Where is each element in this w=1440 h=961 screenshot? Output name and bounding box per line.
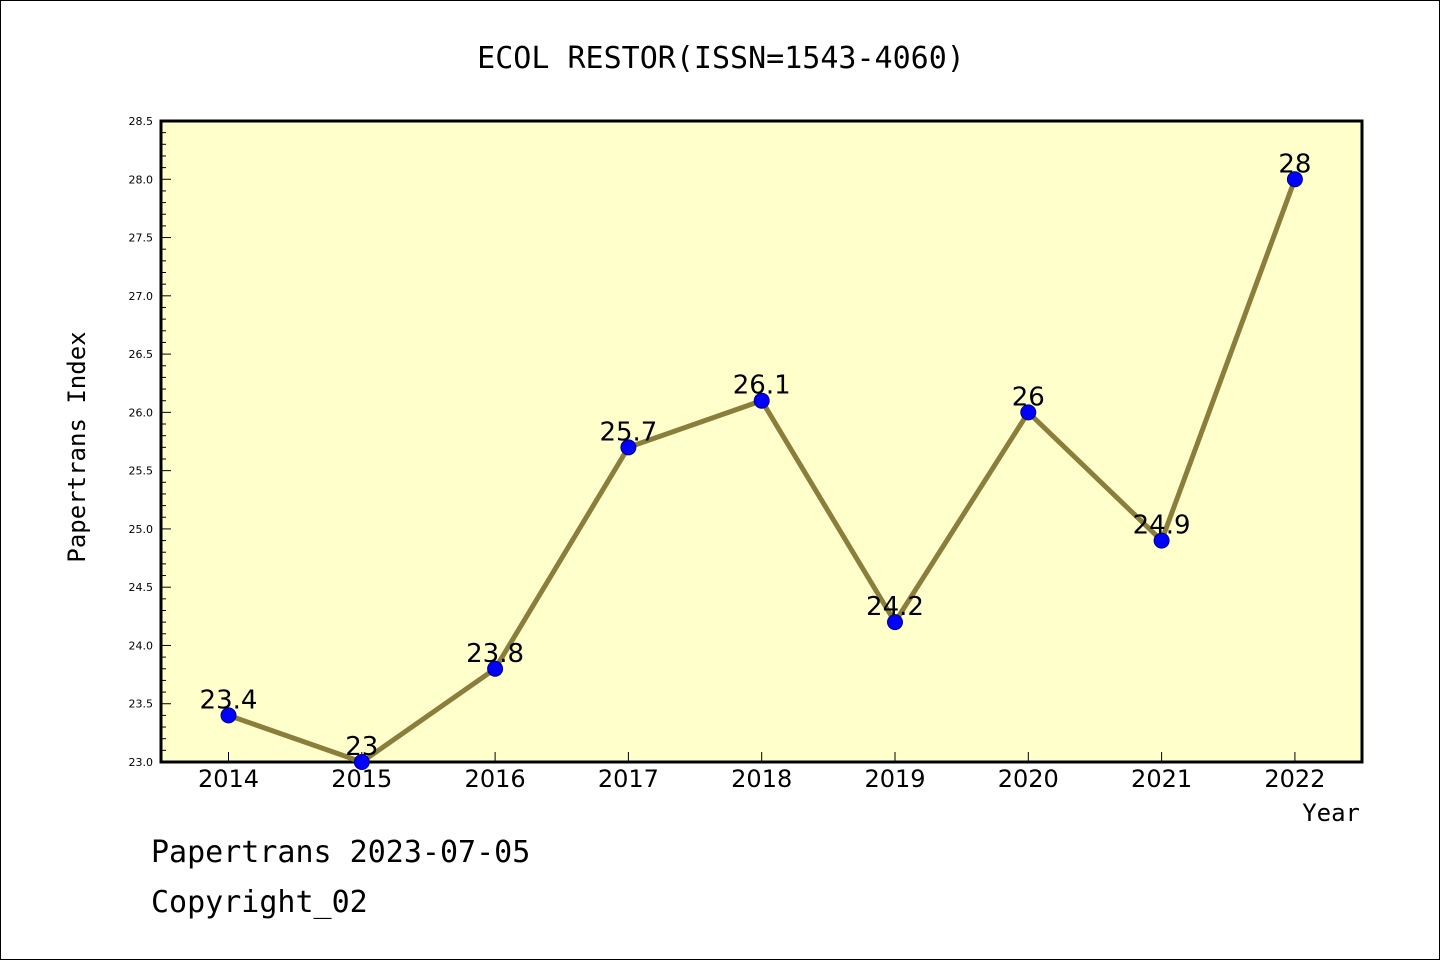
data-label: 23 (345, 732, 378, 762)
data-label: 24.9 (1133, 511, 1191, 541)
x-tick-label: 2017 (598, 765, 659, 793)
y-tick-label: 26.0 (129, 406, 154, 419)
y-tick-label: 24.0 (129, 639, 154, 652)
y-tick-label: 27.5 (129, 232, 154, 245)
data-label: 28 (1278, 149, 1311, 179)
footer-date: Papertrans 2023-07-05 (151, 835, 531, 870)
data-point (1020, 404, 1037, 421)
data-point (753, 392, 770, 409)
y-tick-label: 28.0 (129, 173, 154, 186)
data-label: 26.1 (733, 371, 791, 401)
data-point (620, 439, 637, 456)
data-label: 23.4 (200, 685, 258, 715)
data-point (487, 660, 504, 677)
y-tick-label: 26.5 (129, 348, 154, 361)
data-label: 24.2 (866, 592, 924, 622)
data-point (220, 707, 237, 724)
y-tick-label: 23.5 (129, 698, 154, 711)
y-tick-label: 25.0 (129, 523, 154, 536)
x-axis: 2014 2015 2016 2017 2018 2019 2020 2021 2022 (198, 752, 1325, 793)
x-tick-label: 2020 (998, 765, 1059, 793)
y-tick-label: 25.5 (129, 465, 154, 478)
x-tick-label: 2022 (1264, 765, 1325, 793)
x-tick-label: 2018 (731, 765, 792, 793)
y-tick-label: 27.0 (129, 290, 154, 303)
chart-title: ECOL RESTOR(ISSN=1543-4060) (477, 41, 965, 76)
data-label: 26 (1012, 382, 1045, 412)
footer-copyright: Copyright_02 (151, 885, 368, 920)
x-tick-label: 2021 (1131, 765, 1192, 793)
data-label: 25.7 (599, 417, 657, 447)
y-axis-label: Papertrans Index (63, 331, 91, 562)
y-tick-label: 23.0 (129, 756, 154, 769)
y-tick-label: 24.5 (129, 581, 154, 594)
series-group (220, 171, 1303, 770)
data-point (1286, 171, 1303, 188)
data-point (887, 614, 903, 631)
x-tick-label: 2014 (198, 765, 259, 793)
plot-area (159, 119, 1364, 764)
data-point (1153, 532, 1170, 549)
data-label: 23.8 (466, 639, 524, 669)
x-tick-label: 2019 (864, 765, 925, 793)
y-tick-label: 28.5 (129, 115, 154, 128)
y-axis: 23.0 23.5 24.0 24.5 25.0 25.5 26.0 26.5 27.0 27.5… (129, 115, 171, 769)
data-point (353, 754, 370, 770)
data-labels-group: 23.4 23 23.8 25.7 26.1 24.2 26 24.9 28 (200, 149, 1312, 762)
x-tick-label: 2016 (465, 765, 526, 793)
x-axis-label: Year (1302, 799, 1360, 827)
